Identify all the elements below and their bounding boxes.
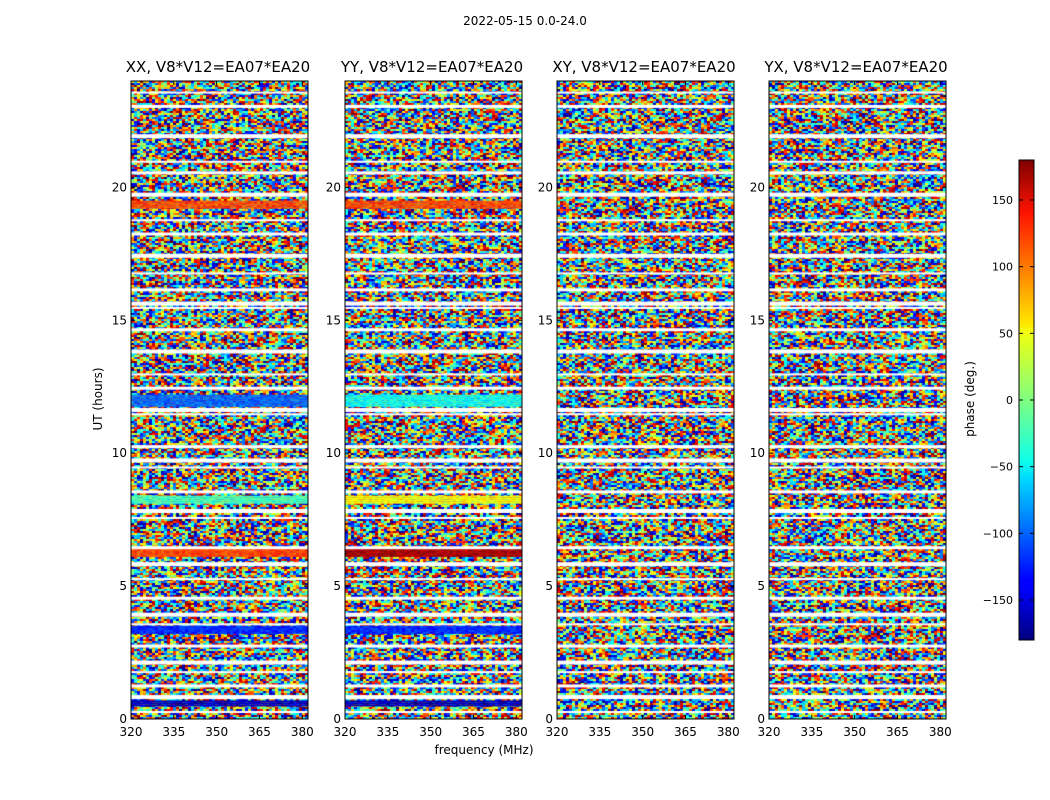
colorbar-tick-label: −100 bbox=[983, 527, 1013, 540]
x-tick-label: 335 bbox=[588, 725, 611, 739]
panel-title-yx: YX, V8*V12=EA07*EA20 bbox=[764, 58, 948, 76]
panel-title-xy: XY, V8*V12=EA07*EA20 bbox=[552, 58, 736, 76]
colorbar-tick-label: −50 bbox=[990, 461, 1013, 474]
panel-xy: 320 335 350 365 380 0 5 10 15 20 bbox=[538, 80, 740, 739]
panel-frame bbox=[130, 80, 309, 720]
colorbar-tick-label: 0 bbox=[1006, 394, 1013, 407]
panel-yy-image bbox=[345, 81, 522, 719]
x-tick-label: 335 bbox=[376, 725, 399, 739]
x-tick-label: 380 bbox=[929, 725, 952, 739]
panel-title-xx: XX, V8*V12=EA07*EA20 bbox=[125, 58, 311, 76]
x-tick-label: 335 bbox=[162, 725, 185, 739]
panel-yy: 320 335 350 365 380 0 5 10 15 20 bbox=[326, 80, 528, 739]
x-tick-label: 365 bbox=[886, 725, 909, 739]
x-tick-label: 365 bbox=[248, 725, 271, 739]
y-tick-label: 5 bbox=[757, 579, 765, 593]
x-tick-label: 365 bbox=[674, 725, 697, 739]
colorbar-tick-label: 100 bbox=[992, 261, 1013, 274]
y-tick-label: 15 bbox=[538, 313, 553, 327]
x-tick-label: 320 bbox=[120, 725, 143, 739]
y-tick-label: 5 bbox=[545, 579, 553, 593]
y-tick-label: 15 bbox=[112, 313, 127, 327]
x-tick-label: 365 bbox=[462, 725, 485, 739]
y-tick-label: 10 bbox=[538, 446, 553, 460]
y-tick-label: 20 bbox=[112, 180, 127, 194]
y-tick-label: 10 bbox=[326, 446, 341, 460]
y-tick-label: 0 bbox=[333, 712, 341, 726]
colorbar-tick-label: −150 bbox=[983, 594, 1013, 607]
colorbar-label: phase (deg.) bbox=[963, 361, 977, 437]
x-tick-label: 350 bbox=[843, 725, 866, 739]
panel-xx: 320 335 350 365 380 0 5 10 15 20 bbox=[112, 80, 314, 739]
y-tick-label: 5 bbox=[333, 579, 341, 593]
y-axis-label: UT (hours) bbox=[91, 367, 105, 431]
x-tick-label: 380 bbox=[717, 725, 740, 739]
panel-frame bbox=[768, 80, 947, 720]
panel-yx-image bbox=[769, 81, 946, 719]
y-tick-label: 15 bbox=[326, 313, 341, 327]
x-axis-label: frequency (MHz) bbox=[434, 743, 534, 757]
panel-xx-image bbox=[131, 81, 308, 719]
x-tick-label: 320 bbox=[758, 725, 781, 739]
y-tick-label: 20 bbox=[326, 180, 341, 194]
x-tick-label: 320 bbox=[546, 725, 569, 739]
y-tick-label: 5 bbox=[119, 579, 127, 593]
panel-frame bbox=[556, 80, 735, 720]
colorbar: −150 −100 −50 0 50 100 150 bbox=[983, 159, 1035, 641]
x-tick-label: 335 bbox=[800, 725, 823, 739]
y-tick-label: 0 bbox=[119, 712, 127, 726]
y-tick-label: 20 bbox=[750, 180, 765, 194]
x-tick-label: 380 bbox=[505, 725, 528, 739]
colorbar-tick-label: 150 bbox=[992, 194, 1013, 207]
y-tick-label: 15 bbox=[750, 313, 765, 327]
y-tick-label: 0 bbox=[545, 712, 553, 726]
colorbar-tick-label: 50 bbox=[999, 327, 1013, 340]
panel-xy-image bbox=[557, 81, 734, 719]
x-tick-label: 350 bbox=[631, 725, 654, 739]
x-tick-label: 350 bbox=[205, 725, 228, 739]
panel-frame bbox=[344, 80, 523, 720]
y-tick-label: 10 bbox=[112, 446, 127, 460]
y-tick-label: 0 bbox=[757, 712, 765, 726]
y-tick-label: 10 bbox=[750, 446, 765, 460]
figure-title: 2022-05-15 0.0-24.0 bbox=[463, 14, 587, 28]
y-tick-label: 20 bbox=[538, 180, 553, 194]
x-tick-label: 350 bbox=[419, 725, 442, 739]
panel-yx: 320 335 350 365 380 0 5 10 15 20 bbox=[750, 80, 952, 739]
panel-title-yy: YY, V8*V12=EA07*EA20 bbox=[340, 58, 524, 76]
x-tick-label: 320 bbox=[334, 725, 357, 739]
x-tick-label: 380 bbox=[291, 725, 314, 739]
